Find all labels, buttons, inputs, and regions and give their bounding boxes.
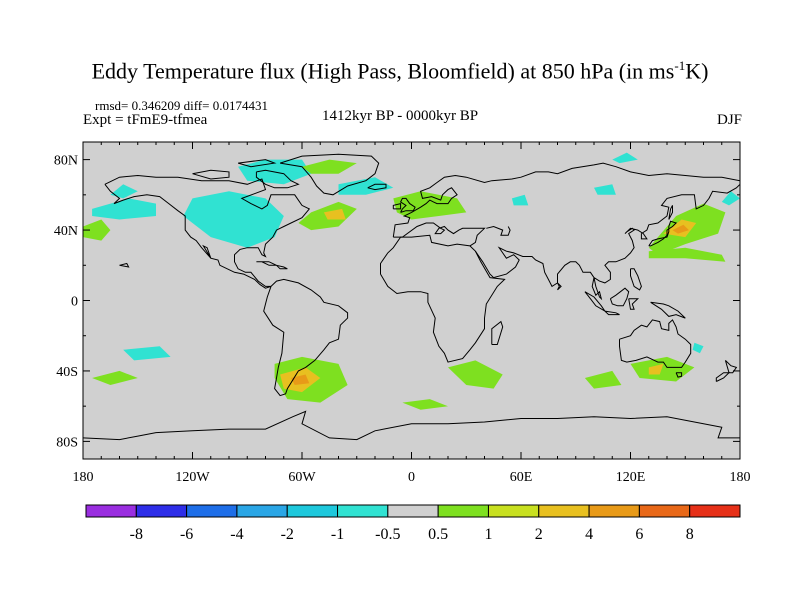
anomaly-region — [648, 247, 726, 262]
anomaly-region — [183, 191, 284, 248]
colorbar-label: -0.5 — [375, 526, 400, 543]
coastline — [393, 222, 486, 247]
coastline — [192, 169, 230, 180]
coastline — [367, 183, 387, 191]
anomaly-region — [338, 177, 394, 195]
colorbar-label: 4 — [585, 526, 593, 543]
lat-label: 40S — [56, 365, 78, 380]
coastline — [486, 225, 511, 236]
ocean-background — [83, 142, 740, 459]
colorbar-swatch — [588, 504, 640, 518]
anomaly-region — [511, 194, 529, 206]
colorbar-label: -2 — [281, 526, 294, 543]
colorbar-swatch — [337, 504, 389, 518]
colorbar-label: -1 — [331, 526, 344, 543]
coastline — [255, 169, 300, 189]
colorbar-label: 8 — [686, 526, 694, 543]
anomaly-region — [630, 356, 695, 382]
lon-label: 120E — [616, 470, 646, 485]
coastline — [256, 261, 277, 266]
coastline — [491, 320, 504, 345]
coastline — [279, 153, 380, 196]
colorbar-swatch — [538, 504, 590, 518]
anomaly-region — [648, 363, 664, 375]
colorbar-swatch — [286, 504, 339, 518]
colorbar-swatch — [487, 504, 540, 518]
colorbar-swatch — [387, 504, 439, 518]
colorbar-label: 6 — [635, 526, 643, 543]
anomaly-region — [692, 342, 704, 354]
lat-label: 80S — [56, 435, 78, 450]
coastline — [399, 197, 416, 213]
time-period-label: 1412kyr BP - 0000kyr BP — [321, 108, 479, 124]
coastline — [392, 202, 402, 210]
coastline — [119, 262, 130, 268]
coastline — [604, 310, 620, 316]
coastline — [628, 298, 640, 310]
colorbar-label: 2 — [535, 526, 543, 543]
season-label: DJF — [716, 112, 742, 128]
coastline — [619, 319, 692, 368]
anomaly-region — [83, 219, 111, 241]
coastline — [724, 360, 738, 374]
colorbar-swatch — [135, 504, 188, 518]
colorbar-label: -4 — [230, 526, 243, 543]
coastline — [104, 174, 311, 289]
anomaly-region — [92, 198, 156, 220]
coastline — [668, 205, 673, 220]
lon-label: 60E — [510, 470, 533, 485]
lat-label: 80N — [54, 154, 78, 169]
lon-label: 180 — [730, 470, 751, 485]
experiment-label: Expt = tFmE9-tfmea — [83, 112, 208, 128]
colorbar-swatch — [689, 504, 741, 518]
anomaly-region — [612, 152, 638, 164]
colorbar-swatch — [638, 504, 691, 518]
coastline — [474, 183, 740, 301]
anomaly-region — [721, 191, 740, 206]
coastline — [650, 301, 686, 319]
coastline — [648, 220, 678, 247]
colorbar-label: 0.5 — [428, 526, 448, 543]
rmsd-diff-stats: rmsd= 0.346209 diff= 0.0174431 — [95, 98, 268, 113]
chart-title: Eddy Temperature flux (High Pass, Bloomf… — [91, 58, 709, 84]
lat-label: 0 — [71, 295, 78, 310]
lon-label: 60W — [288, 470, 316, 485]
anomaly-region — [672, 224, 689, 234]
lat-label: 40N — [54, 224, 78, 239]
anomaly-region — [92, 370, 138, 385]
lon-label: 180 — [73, 470, 94, 485]
anomaly-region — [594, 184, 616, 195]
anomaly-region — [302, 159, 357, 174]
colorbar-label: 1 — [484, 526, 492, 543]
lon-label: 0 — [408, 470, 415, 485]
colorbar-label: -6 — [180, 526, 193, 543]
coastline — [380, 234, 506, 363]
colorbar-swatch — [437, 504, 489, 518]
anomaly-region — [291, 374, 310, 385]
coastline — [715, 372, 731, 382]
anomaly-region — [402, 399, 448, 410]
anomaly-region — [584, 370, 622, 389]
coastline — [675, 372, 683, 378]
coastline — [237, 159, 277, 168]
coastline — [609, 287, 630, 307]
colorbar-swatch — [186, 504, 238, 518]
colorbar-swatch — [236, 504, 288, 518]
coastline — [392, 162, 740, 238]
colorbar-swatch — [85, 504, 137, 518]
coastline — [557, 282, 562, 291]
coastline — [83, 410, 740, 441]
coastline — [276, 264, 288, 270]
anomaly-region — [110, 184, 138, 199]
anomaly-region — [448, 360, 503, 389]
anomaly-region — [323, 208, 346, 220]
anomaly-region — [123, 346, 171, 361]
coastline — [263, 278, 349, 397]
colorbar-label: -8 — [130, 526, 143, 543]
lon-label: 120W — [175, 470, 210, 485]
coastline — [630, 268, 642, 291]
